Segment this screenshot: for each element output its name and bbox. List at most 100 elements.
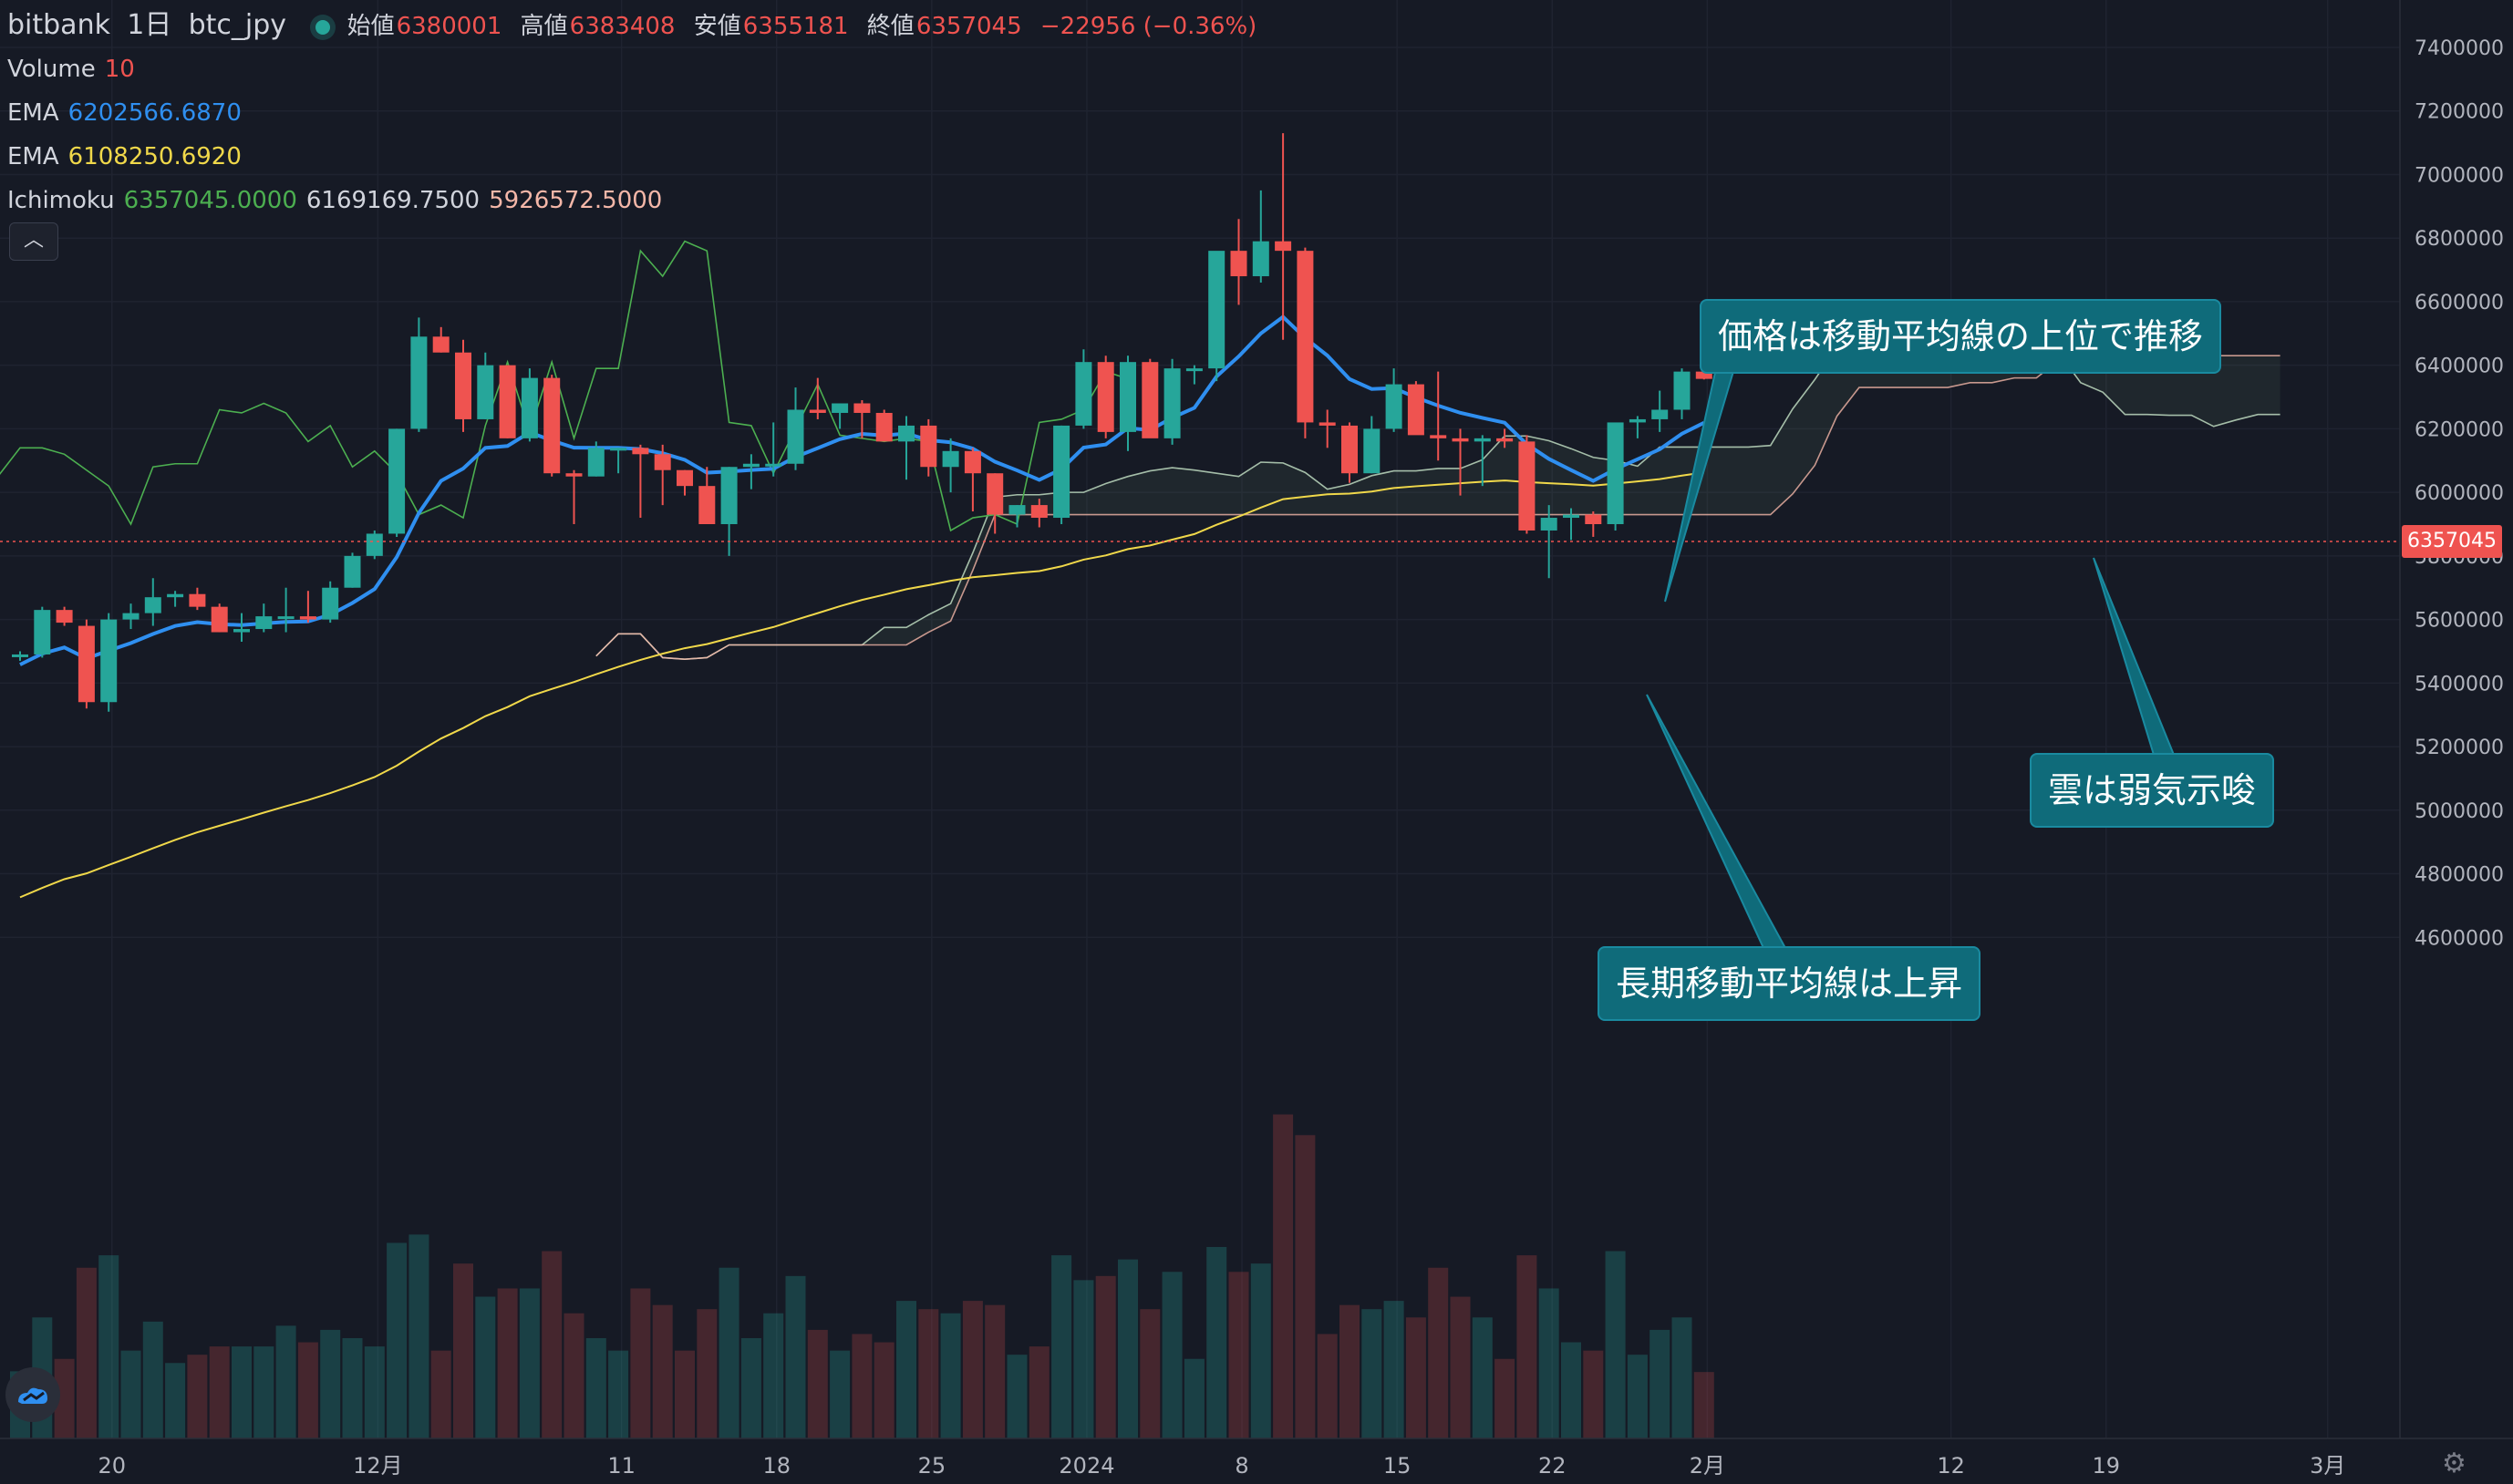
- ichimoku-label: Ichimoku: [7, 187, 115, 214]
- volume-bar: [1273, 1114, 1294, 1438]
- candle-body: [654, 454, 671, 470]
- volume-bar: [542, 1251, 563, 1438]
- volume-bar: [1228, 1272, 1249, 1438]
- y-tick-label: 6200000: [2415, 418, 2504, 441]
- candle-body: [677, 469, 693, 487]
- collapse-legend-button[interactable]: ︿: [9, 222, 58, 261]
- y-tick-label: 7400000: [2415, 37, 2504, 60]
- tradingview-logo[interactable]: [5, 1367, 60, 1422]
- volume-bar: [387, 1242, 408, 1438]
- volume-bar: [1317, 1334, 1338, 1438]
- ema2-row[interactable]: EMA 6108250.6920: [7, 135, 1267, 179]
- candle-body: [942, 450, 959, 468]
- volume-bar: [1073, 1280, 1094, 1438]
- market-status-dot: [315, 19, 331, 35]
- candle-body: [787, 409, 804, 464]
- volume-bar: [1051, 1255, 1072, 1438]
- volume-bar: [1693, 1372, 1714, 1438]
- candle-body: [1607, 422, 1624, 524]
- candle-body: [1297, 251, 1314, 423]
- candle-body: [1585, 514, 1602, 524]
- cloud-fill: [595, 312, 2280, 660]
- candle-body: [1097, 362, 1114, 432]
- y-tick-label: 5400000: [2415, 673, 2504, 696]
- ichimoku-value-3: 5926572.5000: [489, 187, 663, 214]
- volume-bar: [940, 1313, 961, 1438]
- volume-bars: [10, 1114, 1714, 1438]
- high-label: 高値: [520, 13, 568, 40]
- volume-bar: [1671, 1317, 1692, 1438]
- candle-body: [56, 610, 73, 623]
- volume-bar: [1339, 1304, 1360, 1438]
- legend-panel: bitbank 1日 btc_jpy 始値6380001 高値6383408 安…: [7, 4, 1267, 222]
- chevron-up-icon: ︿: [23, 229, 44, 252]
- interval[interactable]: 1日: [127, 9, 172, 41]
- volume-bar: [430, 1350, 451, 1438]
- low-value: 6355181: [742, 13, 849, 40]
- candle-body: [1319, 422, 1336, 426]
- y-tick-label: 6000000: [2415, 482, 2504, 505]
- candle-body: [1120, 362, 1136, 432]
- candle-body: [1474, 438, 1491, 442]
- volume-bar: [1405, 1317, 1426, 1438]
- close-label: 終値: [866, 13, 915, 40]
- volume-bar: [1162, 1272, 1183, 1438]
- senkou-span-b: [595, 344, 2280, 660]
- candle-body: [698, 486, 716, 524]
- volume-bar: [918, 1309, 939, 1438]
- candle-body: [1563, 514, 1579, 519]
- volume-bar: [1029, 1346, 1050, 1438]
- candle-body: [78, 625, 95, 703]
- volume-bar: [275, 1325, 296, 1438]
- volume-bar: [297, 1342, 318, 1438]
- candle-body: [1252, 241, 1269, 277]
- open-label: 始値: [346, 13, 395, 40]
- volume-row[interactable]: Volume 10: [7, 47, 1267, 91]
- candle-body: [1030, 505, 1048, 519]
- candle-body: [499, 365, 516, 438]
- volume-bar: [807, 1329, 828, 1438]
- candle-body: [1673, 371, 1691, 410]
- volume-value: 10: [104, 56, 135, 83]
- candle-body: [521, 377, 538, 438]
- candle-body: [765, 463, 782, 467]
- volume-bar: [1450, 1296, 1471, 1438]
- annotation-cloud-bearish[interactable]: 雲は弱気示唆: [2030, 753, 2275, 828]
- candle-body: [211, 606, 228, 633]
- ema1-row[interactable]: EMA 6202566.6870: [7, 91, 1267, 135]
- candle-body: [233, 629, 250, 633]
- candle-body: [100, 619, 118, 703]
- ichimoku-value-1: 6357045.0000: [123, 187, 297, 214]
- volume-bar: [408, 1234, 429, 1438]
- volume-bar: [232, 1346, 252, 1438]
- volume-bar: [1250, 1263, 1271, 1438]
- annotation-long-ma-rising[interactable]: 長期移動平均線は上昇: [1598, 946, 1981, 1021]
- x-tick-label: 8: [1235, 1453, 1248, 1479]
- candle-body: [432, 336, 450, 353]
- candle-body: [299, 616, 316, 620]
- volume-label: Volume: [7, 56, 96, 83]
- candle-body: [1230, 251, 1247, 277]
- volume-bar: [1295, 1135, 1316, 1438]
- candle-body: [587, 448, 605, 477]
- annotation-price-above-ma[interactable]: 価格は移動平均線の上位で推移: [1700, 299, 2222, 374]
- x-tick-label: 11: [607, 1453, 636, 1479]
- exchange-name[interactable]: bitbank: [7, 9, 110, 41]
- settings-gear-icon[interactable]: ⚙: [2442, 1448, 2466, 1479]
- volume-bar: [896, 1301, 916, 1438]
- candle-body: [1452, 438, 1469, 442]
- candle-body: [742, 463, 760, 468]
- candle-body: [1053, 425, 1070, 519]
- volume-bar: [740, 1338, 761, 1438]
- volume-bar: [1095, 1275, 1116, 1438]
- volume-bar: [209, 1346, 230, 1438]
- x-tick-label: 12月: [353, 1453, 403, 1479]
- ema-slow-line: [19, 471, 1704, 899]
- candle-body: [1208, 251, 1225, 369]
- ichimoku-row[interactable]: Ichimoku 6357045.0000 6169169.7500 5926572.…: [7, 179, 1267, 222]
- candle-body: [920, 425, 937, 468]
- symbol-name[interactable]: btc_jpy: [188, 9, 287, 41]
- volume-bar: [874, 1342, 895, 1438]
- ema1-value: 6202566.6870: [67, 99, 242, 127]
